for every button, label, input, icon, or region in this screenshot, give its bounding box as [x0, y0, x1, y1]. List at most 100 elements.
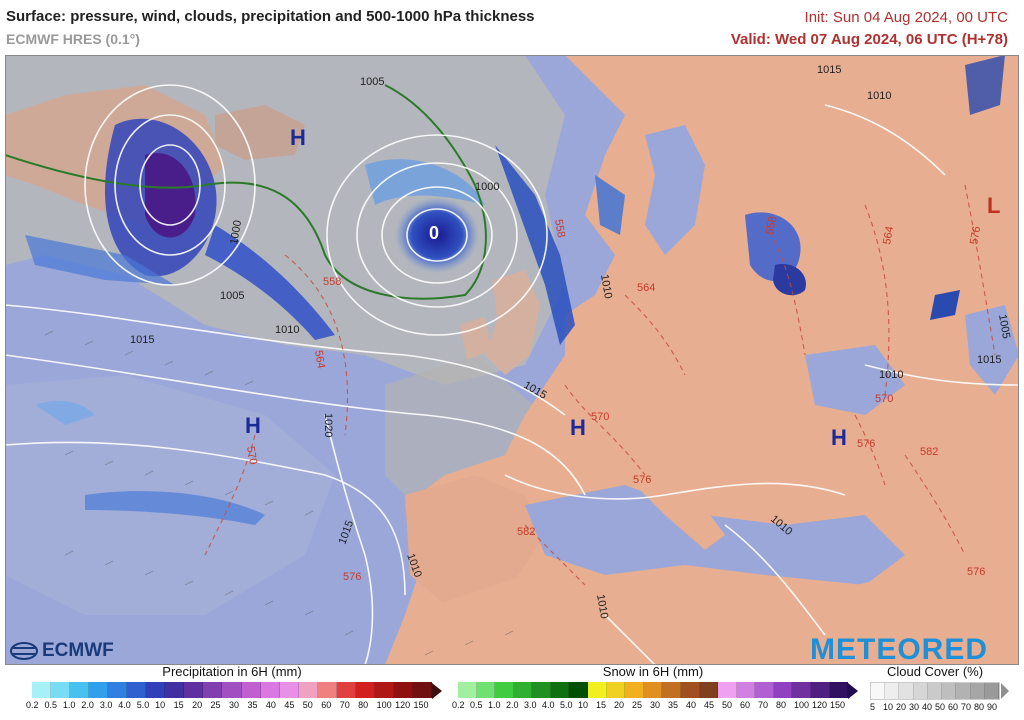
legend-swatch: [70, 682, 90, 698]
sea-baltic: [645, 125, 705, 255]
legend-tick-label: 10: [578, 700, 589, 710]
legend-tick-label: 150: [830, 700, 846, 710]
legend-tick-label: 0.2: [26, 700, 39, 710]
thickness-label: 576: [857, 438, 875, 450]
isobar-label: 1010: [867, 90, 891, 102]
legend-swatch: [643, 682, 663, 698]
legend-tick-label: 50: [302, 700, 313, 710]
legend-tick-label: 3.0: [99, 700, 113, 710]
isobar-label: 1000: [228, 219, 244, 245]
ecmwf-logo: ECMWF: [10, 640, 114, 662]
meteored-logo: METEORED: [810, 633, 989, 666]
legend-swatch: [32, 682, 52, 698]
high-pressure-label: H: [570, 415, 586, 440]
legend-swatch: [51, 682, 71, 698]
legend-tick-label: 40: [686, 700, 697, 710]
legend-tick-label: 1.0: [488, 700, 501, 710]
ecmwf-icon: [10, 642, 38, 660]
thickness-label: 576: [968, 225, 983, 245]
thickness-label: 570: [591, 411, 609, 423]
legend-swatch: [885, 683, 900, 699]
legend-swatch: [336, 682, 356, 698]
snow-color-bar: [458, 682, 849, 698]
wind-barbs: [44, 330, 514, 656]
thickness-label: 576: [967, 566, 985, 578]
legend-tick-label: 25: [632, 700, 643, 710]
cloud-color-bar: [870, 682, 1000, 700]
thickness-label: 564: [881, 225, 896, 245]
isobar-label: 1005: [360, 76, 384, 88]
low-center-value: 0: [429, 223, 439, 243]
legend-tick-label: 10: [155, 700, 166, 710]
precip-band: [205, 225, 335, 340]
model-name: ECMWF HRES (0.1°): [6, 31, 140, 47]
legend-swatch: [241, 682, 261, 698]
sea-black: [805, 345, 905, 415]
cloud-legend-ticks: 5 10 20 30 40 50 60 70 80 90: [870, 702, 1000, 712]
precip-band: [930, 290, 960, 320]
isobar-label: 1015: [130, 334, 154, 346]
legend-tick-label: 3.0: [524, 700, 537, 710]
low-pressure-label: L: [987, 193, 1000, 218]
legend-tick-label: 80: [776, 700, 787, 710]
legend-tick-label: 0.5: [44, 700, 57, 710]
land-uk: [485, 270, 540, 375]
legend-tick-label: 100: [794, 700, 810, 710]
valid-time: Valid: Wed 07 Aug 2024, 06 UTC (H+78): [730, 31, 1008, 48]
legend-tick-label: 0.5: [470, 700, 483, 710]
isobar-label: 1010: [598, 273, 614, 299]
legend-tick-label: 5: [870, 702, 876, 712]
isobar-label: 1020: [322, 413, 334, 437]
legend-tick-label: 50: [722, 700, 733, 710]
legend-swatch: [412, 682, 432, 698]
legend-arrow: [848, 683, 858, 699]
legend-swatch: [899, 683, 914, 699]
thickness-label: 582: [920, 446, 938, 458]
cloud-legend-title: Cloud Cover (%): [886, 664, 984, 679]
precip-band: [965, 55, 1005, 115]
legend-swatch: [680, 682, 700, 698]
thickness-label: 582: [517, 526, 535, 538]
high-pressure-label: H: [831, 425, 847, 450]
legend-swatch: [184, 682, 204, 698]
legend-swatch: [532, 682, 551, 698]
precip-band: [595, 175, 625, 235]
precipitation-legend-ticks: 0.2 0.5 1.0 2.0 3.0 4.0 5.0 10 15 20 25 30 35 40 45 50 6…: [26, 700, 432, 710]
precip-band: [773, 264, 806, 296]
legend-tick-label: 15: [173, 700, 184, 710]
legend-swatch: [755, 682, 774, 698]
legend-tick-label: 4.0: [118, 700, 131, 710]
legend-swatch: [260, 682, 280, 698]
legend-swatch: [829, 682, 849, 698]
legend-tick-label: 40: [265, 700, 276, 710]
legend-tick-label: 45: [284, 700, 295, 710]
legend-swatch: [913, 683, 928, 699]
legend-swatch: [773, 682, 793, 698]
legend-arrow: [1001, 683, 1009, 699]
legend-swatch: [736, 682, 756, 698]
precip-band: [85, 491, 265, 525]
legend-tick-label: 35: [247, 700, 258, 710]
high-pressure-label: H: [245, 413, 261, 438]
thickness-label: 570: [244, 445, 259, 465]
land-iceland: [215, 105, 305, 160]
precip-band: [365, 159, 485, 205]
legend-tick-label: 2.0: [506, 700, 519, 710]
legend-tick-label: 60: [948, 702, 959, 712]
land-north-africa: [385, 575, 1019, 665]
cloud-legend: Cloud Cover (%) 5 10 20 30 40 50 60 70 80 90: [870, 664, 1009, 712]
precip-band: [745, 212, 801, 282]
legend-tick-label: 5.0: [560, 700, 573, 710]
isobar-label: 1010: [594, 593, 610, 619]
legend-tick-label: 60: [321, 700, 332, 710]
legend-tick-label: 0.2: [452, 700, 465, 710]
precipitation-color-bar: [32, 682, 432, 698]
isobar-label: 1010: [275, 324, 299, 336]
thickness-label: 558: [764, 215, 779, 235]
legend-swatch: [317, 682, 337, 698]
legend-tick-label: 20: [614, 700, 625, 710]
isobar-label: 1015: [817, 64, 841, 76]
legend-swatch: [89, 682, 109, 698]
high-pressure-label: H: [290, 125, 306, 150]
legend-swatch: [810, 682, 830, 698]
